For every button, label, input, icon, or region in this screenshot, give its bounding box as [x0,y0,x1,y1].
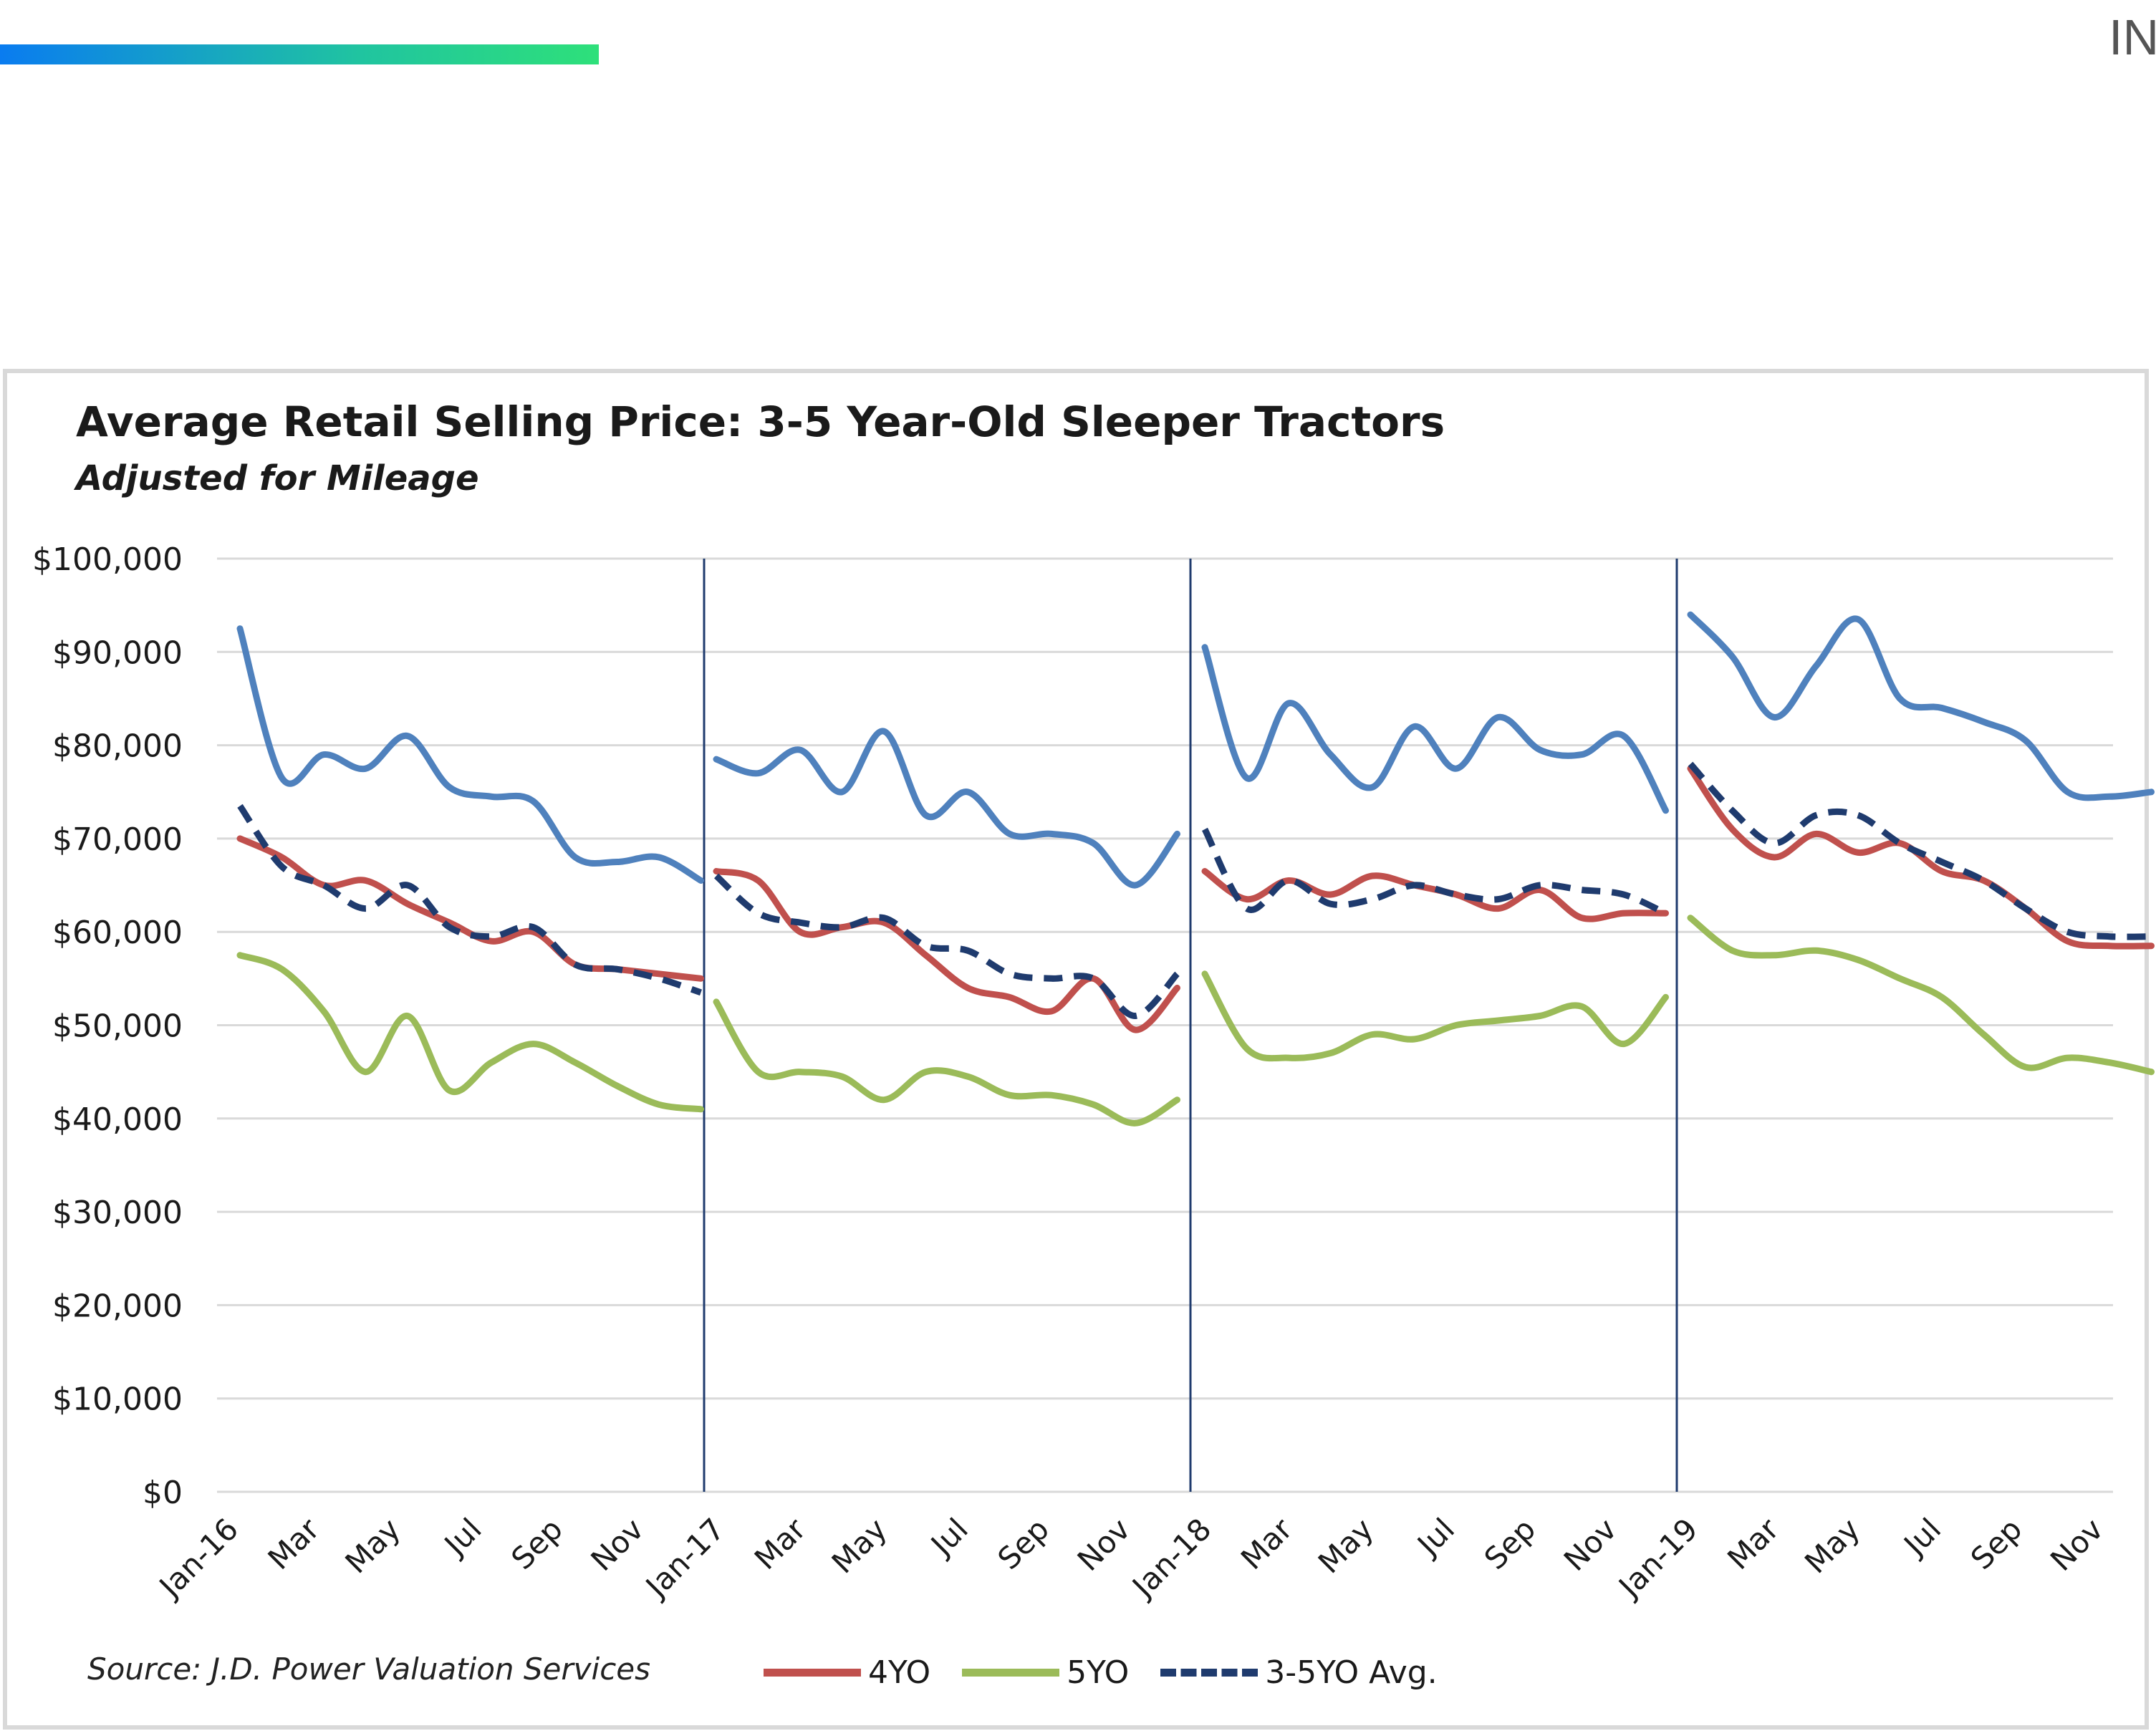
series-line-avg [713,873,1180,1019]
x-tick-label: Nov [1557,1511,1624,1578]
legend-item-5yo: 5YO [962,1654,1129,1691]
series-line-blue [713,728,1180,889]
series-line-5yo [713,998,1180,1127]
y-tick-label: $30,000 [52,1195,183,1231]
x-tick-label: Mar [1234,1511,1299,1576]
x-tick-label: Mar [261,1511,327,1576]
series-line-5yo [236,952,704,1113]
x-tick-label: Nov [1071,1511,1137,1578]
x-tick-label: Jan-18 [1124,1511,1218,1605]
series-line-blue [236,625,704,884]
y-tick-label: $50,000 [52,1008,183,1045]
series-line-5yo [1201,970,1669,1062]
y-tick-label: $70,000 [52,821,183,858]
legend-label-4yo: 4YO [868,1654,931,1691]
legend-swatch-avg [1160,1669,1259,1677]
chart-frame [3,369,2149,1730]
legend-item-avg: 3-5YO Avg. [1160,1654,1438,1691]
x-tick-label: Jul [923,1511,975,1563]
gridlines [217,557,2113,1493]
y-tick-label: $40,000 [52,1101,183,1138]
series-line-blue [1201,644,1669,814]
header-accent-bar [0,44,599,64]
x-tick-label: Nov [584,1511,650,1578]
series-line-5yo [1687,915,2155,1076]
x-tick-label: Jan-19 [1611,1511,1705,1605]
legend-item-4yo: 4YO [764,1654,930,1691]
series-lines [236,611,2155,1127]
series-line-avg [1688,761,2152,940]
year-separators [703,559,1678,1492]
series-line-blue [1687,611,2155,801]
series-line-avg [237,804,702,996]
x-tick-label: Sep [1478,1511,1543,1576]
x-tick-label: May [338,1511,407,1580]
y-tick-label: $10,000 [52,1381,183,1418]
legend-swatch-5yo [962,1669,1060,1677]
x-tick-label: Jul [1896,1511,1948,1563]
x-tick-label: Sep [1964,1511,2029,1576]
series-line-avg [1201,827,1667,917]
header-corner-text: IN [2109,9,2156,65]
legend-swatch-4yo [764,1669,861,1677]
x-tick-label: Sep [504,1511,569,1576]
x-tick-label: Jan-17 [637,1511,731,1605]
x-tick-label: Jan-16 [151,1511,245,1605]
y-tick-label: $90,000 [52,635,183,671]
y-tick-label: $80,000 [52,728,183,765]
y-tick-label: $100,000 [32,541,183,578]
legend: 4YO 5YO 3-5YO Avg. [764,1654,1469,1691]
x-tick-label: Nov [2044,1511,2110,1578]
x-tick-label: May [1312,1511,1380,1580]
x-tick-label: Mar [748,1511,813,1576]
y-tick-label: $0 [143,1475,183,1511]
legend-label-5yo: 5YO [1067,1654,1130,1691]
x-tick-label: Sep [991,1511,1056,1576]
y-axis-ticks: $0 $10,000 $20,000 $30,000 $40,000 $50,000 $60… [32,541,183,1511]
y-tick-label: $20,000 [52,1288,183,1324]
chart-title: Average Retail Selling Price: 3-5 Year-O… [76,397,1445,446]
x-tick-label: Mar [1721,1511,1786,1576]
legend-label-avg: 3-5YO Avg. [1265,1654,1438,1691]
x-tick-label: Jul [1409,1511,1461,1563]
chart-subtitle: Adjusted for Mileage [76,458,479,498]
y-tick-label: $60,000 [52,915,183,951]
x-tick-label: May [1798,1511,1867,1580]
x-tick-label: May [825,1511,894,1580]
x-tick-label: Jul [436,1511,489,1563]
source-note: Source: J.D. Power Valuation Services [87,1651,651,1687]
